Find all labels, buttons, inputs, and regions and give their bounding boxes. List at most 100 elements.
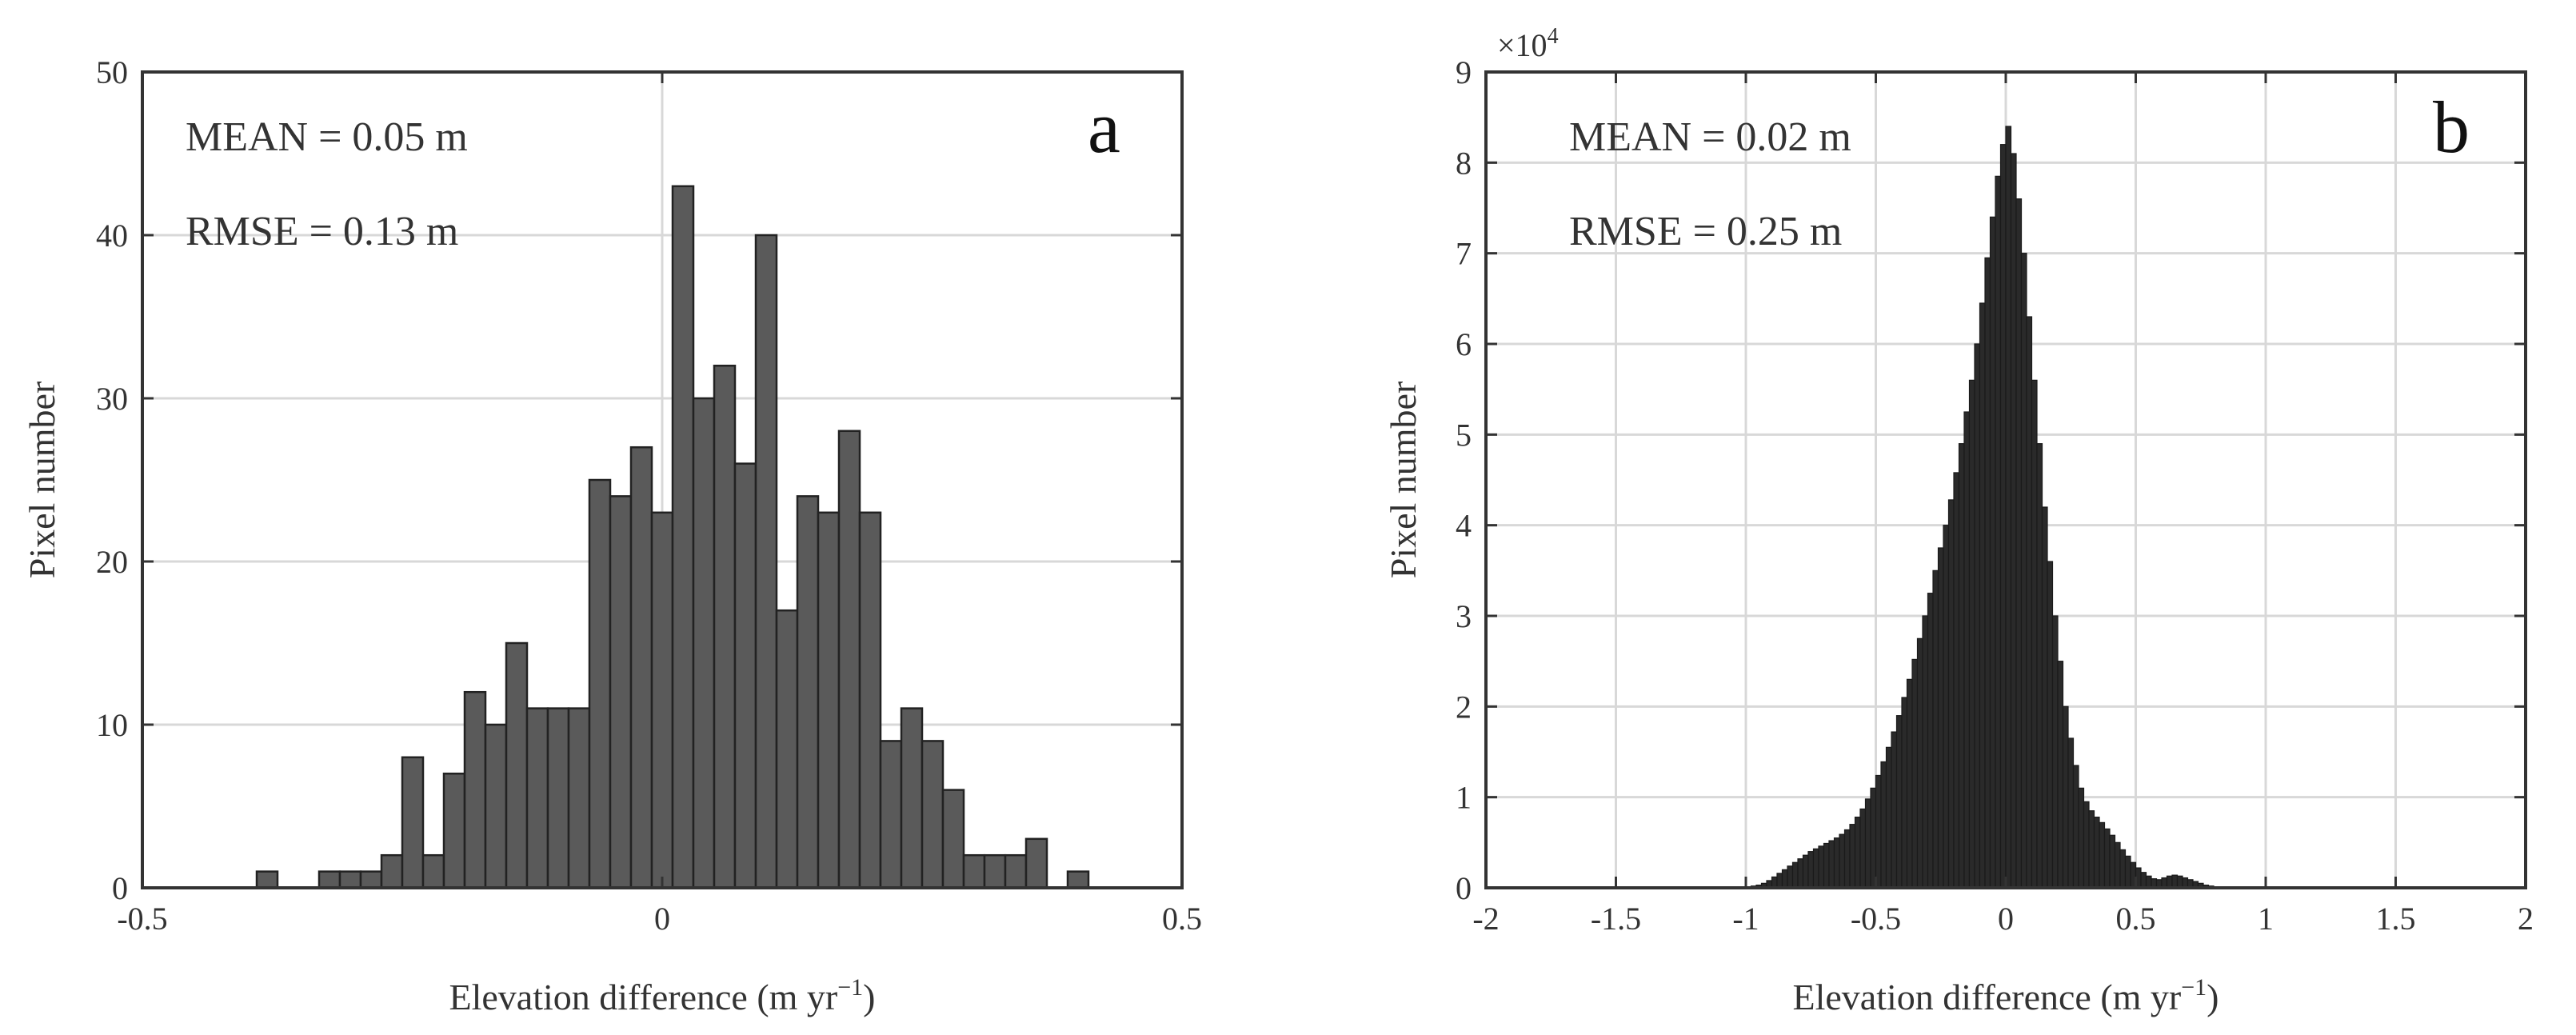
histogram-bar-b-31 (1906, 678, 1913, 889)
histogram-bar-b-76 (2140, 872, 2147, 889)
rmse-annotation-a: RMSE = 0.13 m (186, 209, 458, 254)
y-tick-label-a-4: 40 (96, 218, 128, 254)
histogram-bar-b-21 (1854, 816, 1861, 889)
y-tick-label-b-4: 4 (1456, 508, 1472, 544)
x-axis-label-a-close: ) (863, 977, 875, 1017)
x-tick-labels-b: -2 -1.5 -1 -0.5 0 0.5 1 1.5 2 (1472, 901, 2534, 937)
ticks-b (1484, 70, 2527, 889)
sci-multiplier-b: ×104 (1497, 24, 1559, 63)
histogram-bar-b-32 (1911, 658, 1919, 889)
x-tick-label-b-3: -0.5 (1851, 901, 1901, 937)
x-tick-label-a-1: 0 (654, 901, 670, 937)
histogram-bar-b-68 (2099, 821, 2106, 889)
histogram-bar-b-45 (1979, 302, 1986, 889)
x-axis-label-a-superscript: −1 (837, 974, 863, 1001)
x-tick-labels-a: -0.5 0 0.5 (117, 901, 1202, 937)
histogram-bar-b-24 (1870, 787, 1877, 889)
histogram-bar-b-42 (1963, 411, 1971, 889)
histogram-bar-b-40 (1953, 472, 1960, 889)
y-tick-label-a-5: 50 (96, 54, 128, 90)
histogram-bar-a-24 (754, 234, 778, 889)
y-tick-labels-a: 0 10 20 30 40 50 (96, 54, 128, 906)
x-axis-label-b: Elevation difference (m yr−1) (1792, 974, 2219, 1017)
histogram-bar-a-8 (421, 853, 445, 889)
histogram-bar-b-30 (1901, 697, 1908, 889)
histogram-bar-b-25 (1875, 774, 1882, 889)
histogram-bar-a-11 (484, 723, 508, 889)
histogram-bar-b-77 (2145, 875, 2152, 889)
histogram-bar-b-47 (1989, 216, 1996, 889)
x-tick-label-b-1: -1.5 (1591, 901, 1641, 937)
histogram-bar-b-64 (2078, 787, 2085, 889)
x-axis-label-b-superscript: −1 (2181, 974, 2207, 1001)
bars-a (255, 185, 1090, 889)
x-axis-label-b-text: Elevation difference (m yr (1792, 977, 2181, 1017)
histogram-bar-b-17 (1833, 837, 1840, 889)
y-tick-label-b-7: 7 (1456, 236, 1472, 272)
histogram-bar-b-82 (2171, 874, 2179, 889)
histogram-bar-b-48 (1995, 175, 2002, 889)
histogram-bar-b-35 (1927, 593, 1934, 889)
sci-exponent-b: 4 (1548, 24, 1559, 49)
histogram-bar-a-23 (733, 462, 757, 889)
histogram-bar-a-19 (650, 511, 674, 889)
histogram-bar-b-49 (1999, 144, 2007, 889)
histogram-bar-b-43 (1968, 379, 1975, 889)
histogram-bar-b-71 (2114, 841, 2121, 889)
x-tick-label-b-0: -2 (1472, 901, 1499, 937)
histogram-bar-b-37 (1937, 547, 1944, 889)
histogram-bar-b-16 (1828, 840, 1835, 889)
sci-base-b: ×10 (1497, 27, 1548, 63)
histogram-bar-b-63 (2072, 765, 2079, 889)
histogram-bar-a-37 (1024, 837, 1048, 889)
histogram-bar-a-33 (941, 789, 965, 889)
histogram-bar-b-41 (1958, 443, 1965, 889)
x-tick-label-b-4: 0 (1998, 901, 2014, 937)
histogram-bar-b-50 (2005, 126, 2012, 889)
x-tick-label-b-6: 1 (2258, 901, 2274, 937)
x-axis-label-b-close: ) (2207, 977, 2219, 1017)
histogram-bar-a-10 (463, 690, 487, 889)
histogram-bar-b-38 (1943, 525, 1950, 889)
histogram-bar-b-28 (1891, 731, 1898, 889)
x-tick-label-a-0: -0.5 (117, 901, 167, 937)
histogram-bar-a-12 (505, 641, 529, 889)
histogram-bar-b-34 (1922, 615, 1929, 889)
histogram-bar-a-0 (255, 870, 279, 889)
y-tick-label-b-5: 5 (1456, 417, 1472, 453)
histogram-bar-b-58 (2047, 561, 2054, 889)
histogram-bar-a-25 (775, 609, 799, 889)
histogram-bar-b-46 (1984, 257, 1991, 889)
histogram-bar-b-15 (1823, 842, 1830, 889)
y-tick-label-a-1: 10 (96, 707, 128, 743)
histogram-bar-b-72 (2119, 849, 2127, 889)
histogram-bar-a-35 (983, 853, 1007, 889)
histogram-bar-a-20 (671, 185, 695, 889)
histogram-bar-b-73 (2124, 855, 2131, 889)
x-tick-label-b-7: 1.5 (2376, 901, 2416, 937)
y-tick-label-b-8: 8 (1456, 145, 1472, 181)
histogram-bar-b-33 (1916, 637, 1923, 889)
histogram-bar-b-83 (2176, 875, 2183, 889)
histogram-bar-a-39 (1066, 870, 1090, 889)
histogram-bar-b-36 (1932, 569, 1939, 889)
histogram-bar-b-18 (1839, 833, 1846, 889)
histogram-bar-b-7 (1781, 869, 1788, 889)
y-axis-label-b: Pixel number (1383, 382, 1424, 579)
y-tick-label-a-3: 30 (96, 381, 128, 417)
histogram-bar-a-14 (546, 707, 570, 889)
histogram-bar-a-17 (609, 495, 633, 889)
histogram-bar-b-6 (1776, 873, 1783, 889)
histogram-bar-b-26 (1880, 761, 1887, 889)
histogram-bar-a-30 (879, 740, 903, 889)
y-tick-label-a-2: 20 (96, 544, 128, 580)
histogram-bar-a-22 (713, 364, 737, 889)
histogram-bar-a-3 (318, 870, 341, 889)
x-tick-label-b-2: -1 (1732, 901, 1759, 937)
histogram-bar-b-44 (1974, 343, 1981, 889)
histogram-bar-b-65 (2083, 801, 2090, 889)
histogram-bar-b-29 (1895, 715, 1903, 889)
histogram-bar-a-34 (962, 853, 986, 889)
